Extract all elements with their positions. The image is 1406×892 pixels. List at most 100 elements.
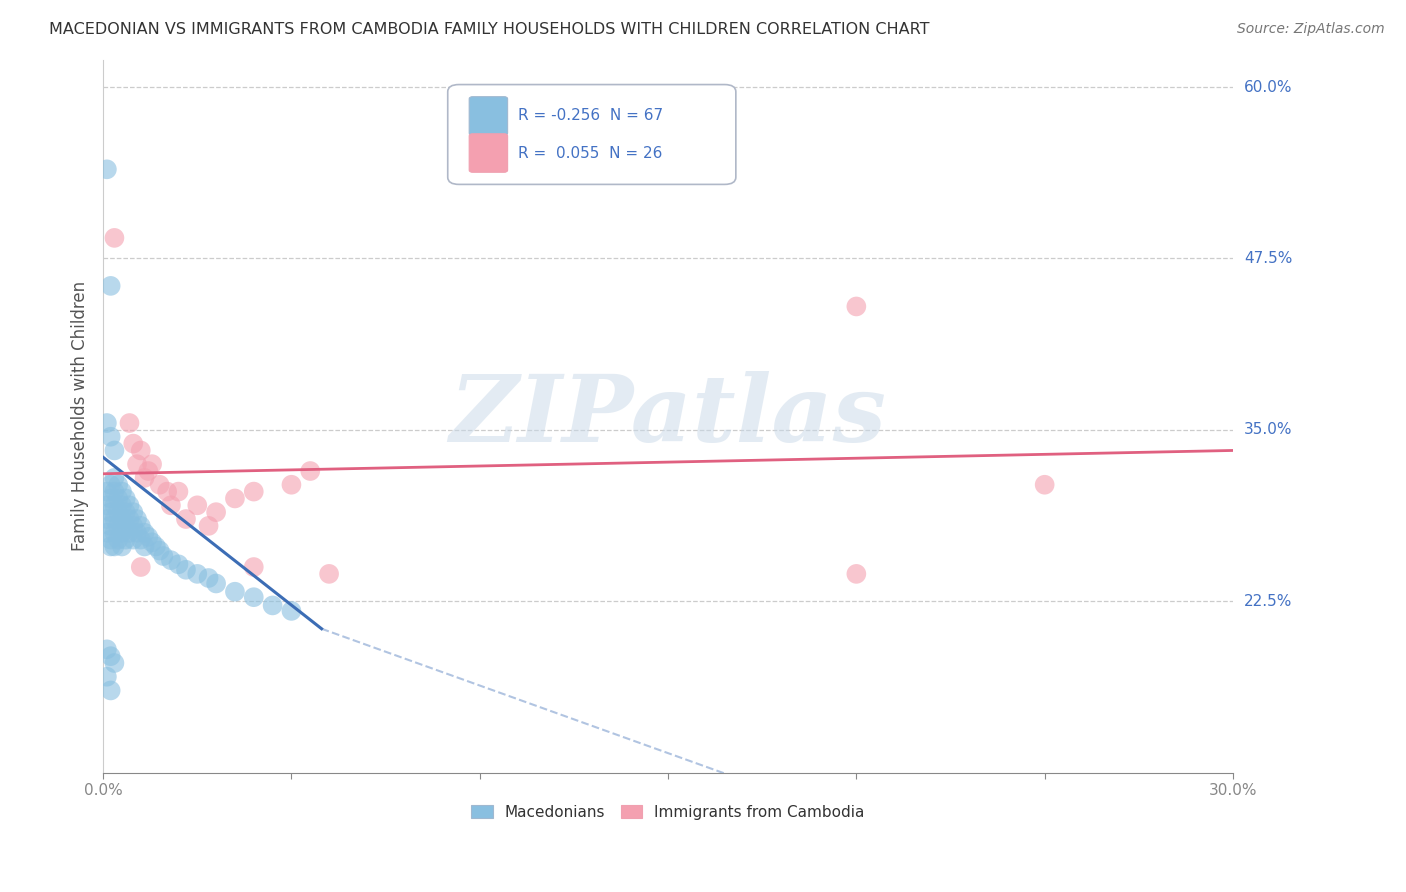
Point — [103, 484, 125, 499]
Point — [280, 604, 302, 618]
Point — [224, 584, 246, 599]
Point — [160, 553, 183, 567]
Point — [100, 430, 122, 444]
Point — [100, 278, 122, 293]
Point — [1033, 477, 1056, 491]
Point — [100, 505, 122, 519]
Point — [103, 656, 125, 670]
Point — [111, 540, 134, 554]
Point — [125, 512, 148, 526]
Point — [96, 512, 118, 526]
Text: MACEDONIAN VS IMMIGRANTS FROM CAMBODIA FAMILY HOUSEHOLDS WITH CHILDREN CORRELATI: MACEDONIAN VS IMMIGRANTS FROM CAMBODIA F… — [49, 22, 929, 37]
Point — [122, 505, 145, 519]
Point — [167, 558, 190, 572]
FancyBboxPatch shape — [470, 134, 508, 172]
Text: R = -0.256  N = 67: R = -0.256 N = 67 — [517, 109, 662, 123]
Point — [129, 533, 152, 547]
Point — [242, 560, 264, 574]
Point — [262, 599, 284, 613]
Point — [205, 505, 228, 519]
Point — [160, 498, 183, 512]
Point — [107, 519, 129, 533]
Point — [96, 525, 118, 540]
Point — [149, 477, 172, 491]
Point — [134, 525, 156, 540]
Point — [134, 540, 156, 554]
Point — [186, 566, 208, 581]
Point — [141, 457, 163, 471]
Point — [149, 543, 172, 558]
Point — [103, 512, 125, 526]
Point — [114, 505, 136, 519]
Point — [103, 231, 125, 245]
Point — [197, 571, 219, 585]
Point — [111, 525, 134, 540]
Point — [242, 484, 264, 499]
Point — [318, 566, 340, 581]
Point — [107, 491, 129, 506]
Point — [145, 540, 167, 554]
Point — [136, 530, 159, 544]
Point — [122, 436, 145, 450]
Point — [845, 300, 868, 314]
Point — [100, 491, 122, 506]
Point — [96, 670, 118, 684]
Text: 47.5%: 47.5% — [1244, 251, 1292, 266]
FancyBboxPatch shape — [470, 96, 508, 136]
Point — [167, 484, 190, 499]
Point — [100, 683, 122, 698]
Point — [111, 512, 134, 526]
Point — [118, 525, 141, 540]
Point — [141, 535, 163, 549]
Point — [96, 498, 118, 512]
Point — [152, 549, 174, 563]
Point — [103, 525, 125, 540]
Point — [96, 642, 118, 657]
Point — [100, 519, 122, 533]
Point — [205, 576, 228, 591]
Point — [107, 505, 129, 519]
Point — [129, 443, 152, 458]
Point — [118, 416, 141, 430]
Point — [122, 533, 145, 547]
Point — [100, 533, 122, 547]
Point — [100, 649, 122, 664]
Point — [96, 162, 118, 177]
Point — [136, 464, 159, 478]
Point — [129, 519, 152, 533]
Point — [96, 484, 118, 499]
Text: 22.5%: 22.5% — [1244, 594, 1292, 609]
FancyBboxPatch shape — [447, 85, 735, 185]
Point — [103, 471, 125, 485]
Point — [280, 477, 302, 491]
Point — [100, 477, 122, 491]
Text: R =  0.055  N = 26: R = 0.055 N = 26 — [517, 145, 662, 161]
Text: 35.0%: 35.0% — [1244, 423, 1292, 437]
Point — [96, 416, 118, 430]
Y-axis label: Family Households with Children: Family Households with Children — [72, 281, 89, 551]
Point — [125, 457, 148, 471]
Point — [111, 498, 134, 512]
Point — [174, 563, 197, 577]
Point — [114, 533, 136, 547]
Point — [107, 533, 129, 547]
Point — [224, 491, 246, 506]
Point — [299, 464, 322, 478]
Point — [103, 540, 125, 554]
Point — [103, 443, 125, 458]
Point — [111, 484, 134, 499]
Point — [129, 560, 152, 574]
Point — [122, 519, 145, 533]
Point — [114, 519, 136, 533]
Point — [100, 540, 122, 554]
Point — [134, 471, 156, 485]
Point — [103, 498, 125, 512]
Text: ZIPatlas: ZIPatlas — [450, 371, 887, 461]
Point — [197, 519, 219, 533]
Text: Source: ZipAtlas.com: Source: ZipAtlas.com — [1237, 22, 1385, 37]
Text: 60.0%: 60.0% — [1244, 79, 1292, 95]
Point — [186, 498, 208, 512]
Point — [242, 591, 264, 605]
Point — [118, 498, 141, 512]
Legend: Macedonians, Immigrants from Cambodia: Macedonians, Immigrants from Cambodia — [465, 798, 870, 826]
